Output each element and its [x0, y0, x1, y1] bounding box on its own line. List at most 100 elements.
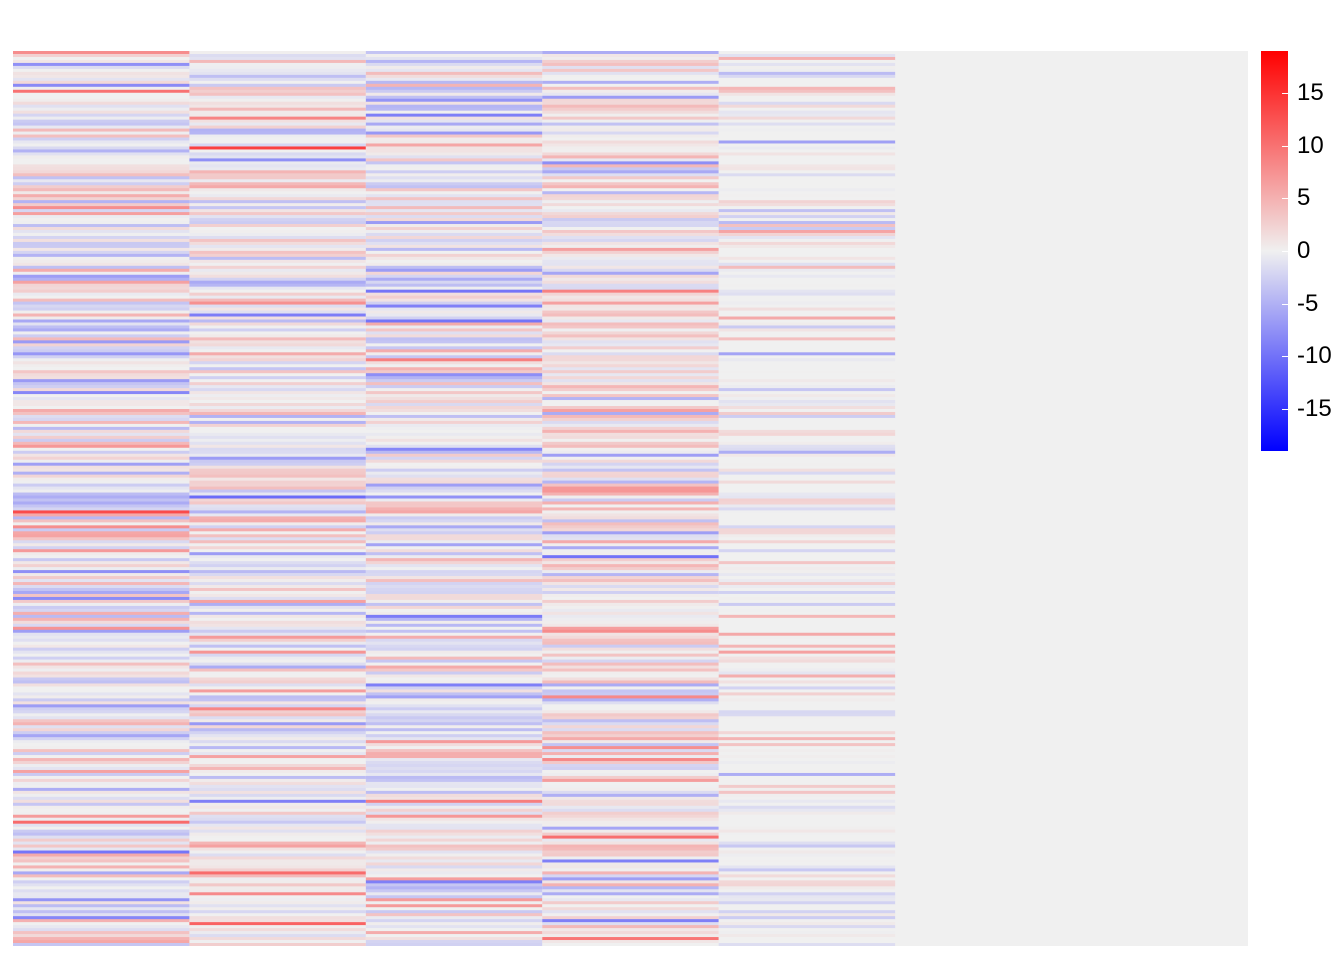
heatmap-cell: [718, 364, 896, 368]
heatmap-cell: [13, 268, 190, 273]
heatmap-cell: [189, 898, 366, 902]
heatmap-cell: [542, 224, 719, 228]
heatmap-cell: [542, 104, 719, 109]
heatmap-cell: [189, 444, 366, 449]
heatmap-cell: [189, 379, 366, 383]
heatmap-cell: [189, 755, 366, 759]
heatmap-cell: [718, 567, 896, 571]
heatmap-cell: [189, 847, 366, 851]
heatmap-cell: [542, 853, 719, 857]
heatmap-cell: [718, 907, 896, 911]
heatmap-cell: [718, 411, 896, 416]
heatmap-cell: [542, 910, 719, 914]
heatmap-cell: [13, 605, 190, 610]
heatmap-cell: [718, 53, 896, 58]
heatmap-cell: [542, 65, 719, 70]
heatmap-cell: [365, 182, 543, 186]
heatmap-cell: [365, 337, 543, 341]
heatmap-cell: [189, 301, 366, 305]
heatmap-cell: [13, 86, 190, 91]
heatmap-cell: [718, 641, 896, 646]
heatmap-cell: [13, 764, 190, 768]
heatmap-cell: [365, 576, 543, 580]
heatmap-cell: [542, 116, 719, 120]
heatmap-cell: [189, 922, 366, 926]
heatmap-cell: [718, 796, 896, 801]
heatmap-cell: [189, 304, 366, 308]
heatmap-cell: [189, 215, 366, 219]
heatmap-cell: [718, 113, 896, 117]
heatmap-cell: [718, 92, 896, 97]
heatmap-cell: [13, 450, 190, 455]
heatmap-cell: [13, 468, 190, 472]
heatmap-cell: [365, 644, 543, 649]
heatmap-cell: [189, 110, 366, 114]
heatmap-cell: [365, 134, 543, 138]
heatmap-cell: [13, 516, 190, 520]
heatmap-cell: [13, 725, 190, 729]
heatmap-cell: [718, 417, 896, 422]
heatmap-cell: [542, 164, 719, 168]
heatmap-cell: [542, 352, 719, 356]
heatmap-cell: [542, 149, 719, 153]
heatmap-cell: [189, 692, 366, 696]
heatmap-cell: [718, 179, 896, 183]
heatmap-cell: [365, 871, 543, 875]
heatmap-cell: [718, 632, 896, 637]
heatmap-cell: [189, 737, 366, 741]
heatmap-cell: [542, 477, 719, 481]
heatmap-cell: [718, 286, 896, 291]
heatmap-cell: [542, 468, 719, 472]
heatmap-cell: [189, 802, 366, 807]
heatmap-cell: [365, 388, 543, 392]
heatmap-cell: [718, 370, 896, 374]
heatmap-cell: [13, 919, 190, 923]
heatmap-cell: [542, 343, 719, 347]
heatmap-cell: [365, 555, 543, 559]
heatmap-cell: [542, 844, 719, 848]
heatmap-cell: [542, 838, 719, 842]
heatmap-cell: [718, 838, 896, 842]
heatmap-cell: [13, 692, 190, 696]
heatmap-cell: [718, 534, 896, 538]
heatmap-cell: [189, 656, 366, 660]
heatmap-cell: [718, 626, 896, 631]
heatmap-cell: [365, 814, 543, 819]
heatmap-cell: [365, 477, 543, 481]
heatmap-cell: [189, 68, 366, 73]
heatmap-cell: [365, 474, 543, 478]
heatmap-cell: [542, 534, 719, 538]
heatmap-cell: [542, 259, 719, 264]
heatmap-cell: [365, 334, 543, 338]
heatmap-cell: [13, 74, 190, 79]
heatmap-cell: [718, 388, 896, 392]
heatmap-cell: [718, 928, 896, 932]
heatmap-cell: [189, 206, 366, 210]
heatmap-cell: [13, 913, 190, 917]
heatmap-cell: [542, 868, 719, 872]
heatmap-cell: [718, 301, 896, 305]
heatmap-cell: [365, 119, 543, 123]
heatmap-cell: [542, 462, 719, 467]
heatmap-cell: [542, 943, 719, 946]
heatmap-cell: [13, 614, 190, 619]
heatmap-cell: [365, 850, 543, 854]
heatmap-cell: [365, 295, 543, 299]
heatmap-cell: [718, 746, 896, 750]
heatmap-cell: [365, 787, 543, 792]
heatmap-cell: [365, 259, 543, 264]
heatmap-cell: [13, 230, 190, 234]
heatmap-cell: [542, 916, 719, 920]
heatmap-cell: [718, 793, 896, 798]
heatmap-cell: [542, 382, 719, 386]
heatmap-cell: [13, 671, 190, 675]
heatmap-cell: [365, 567, 543, 571]
heatmap-cell: [542, 492, 719, 496]
heatmap-cell: [13, 734, 190, 738]
heatmap-cell: [718, 662, 896, 666]
heatmap-cell: [13, 743, 190, 747]
heatmap-cell: [365, 737, 543, 741]
heatmap-cell: [13, 59, 190, 64]
heatmap-cell: [365, 725, 543, 729]
heatmap-cell: [189, 423, 366, 428]
